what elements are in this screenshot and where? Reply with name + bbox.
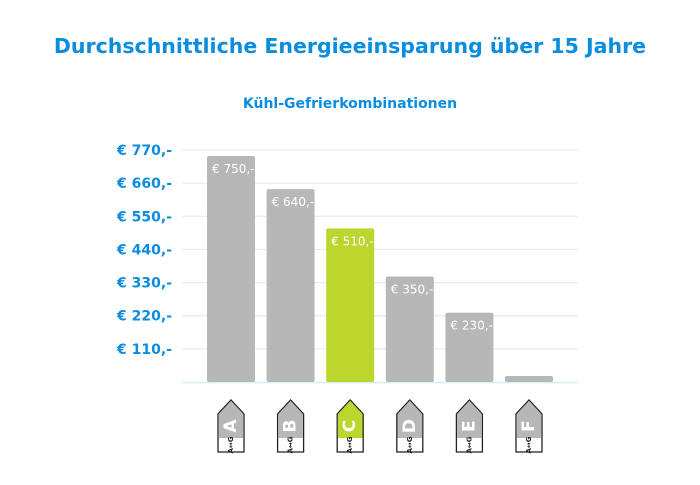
y-tick-label: € 660,- <box>116 176 172 192</box>
y-tick-label: € 110,- <box>116 342 172 358</box>
energy-class-fill <box>218 400 244 438</box>
y-tick-label: € 770,- <box>116 143 172 159</box>
category-label: F <box>519 420 539 432</box>
energy-class-fill <box>397 400 423 438</box>
bar-e <box>445 312 494 382</box>
bar-b <box>266 189 315 382</box>
scale-label: A↔G <box>525 436 533 453</box>
data-label: € 750,- <box>212 162 255 176</box>
data-label: € 230,- <box>450 319 493 333</box>
y-tick-label: € 220,- <box>116 309 172 325</box>
data-label: € 640,- <box>272 195 315 209</box>
bar-a <box>207 156 255 382</box>
chart-title: Durchschnittliche Energieeinsparung über… <box>53 34 647 58</box>
energy-class-fill <box>278 400 303 438</box>
category-label: A <box>221 419 241 433</box>
y-tick-label: € 440,- <box>116 242 172 258</box>
bar-f <box>505 375 553 382</box>
energy-class-fill <box>457 400 482 438</box>
data-label: € 350,- <box>391 283 434 297</box>
category-label: D <box>400 419 420 433</box>
chart-subtitle: Kühl-Gefrierkombinationen <box>242 96 458 112</box>
category-label: B <box>281 420 301 433</box>
category-label: C <box>340 420 360 432</box>
bar-c <box>326 228 375 382</box>
bar-d <box>385 276 434 382</box>
scale-label: A↔G <box>406 436 414 453</box>
scale-label: A↔G <box>227 436 235 453</box>
data-label: € 510,- <box>331 234 374 248</box>
energy-class-fill <box>337 400 363 438</box>
y-tick-label: € 330,- <box>116 276 172 292</box>
scale-label: A↔G <box>287 436 295 453</box>
category-label: E <box>459 420 479 432</box>
scale-label: A↔G <box>346 436 354 453</box>
y-tick-label: € 550,- <box>116 209 172 225</box>
scale-label: A↔G <box>465 436 473 453</box>
energy-class-fill <box>516 400 542 438</box>
